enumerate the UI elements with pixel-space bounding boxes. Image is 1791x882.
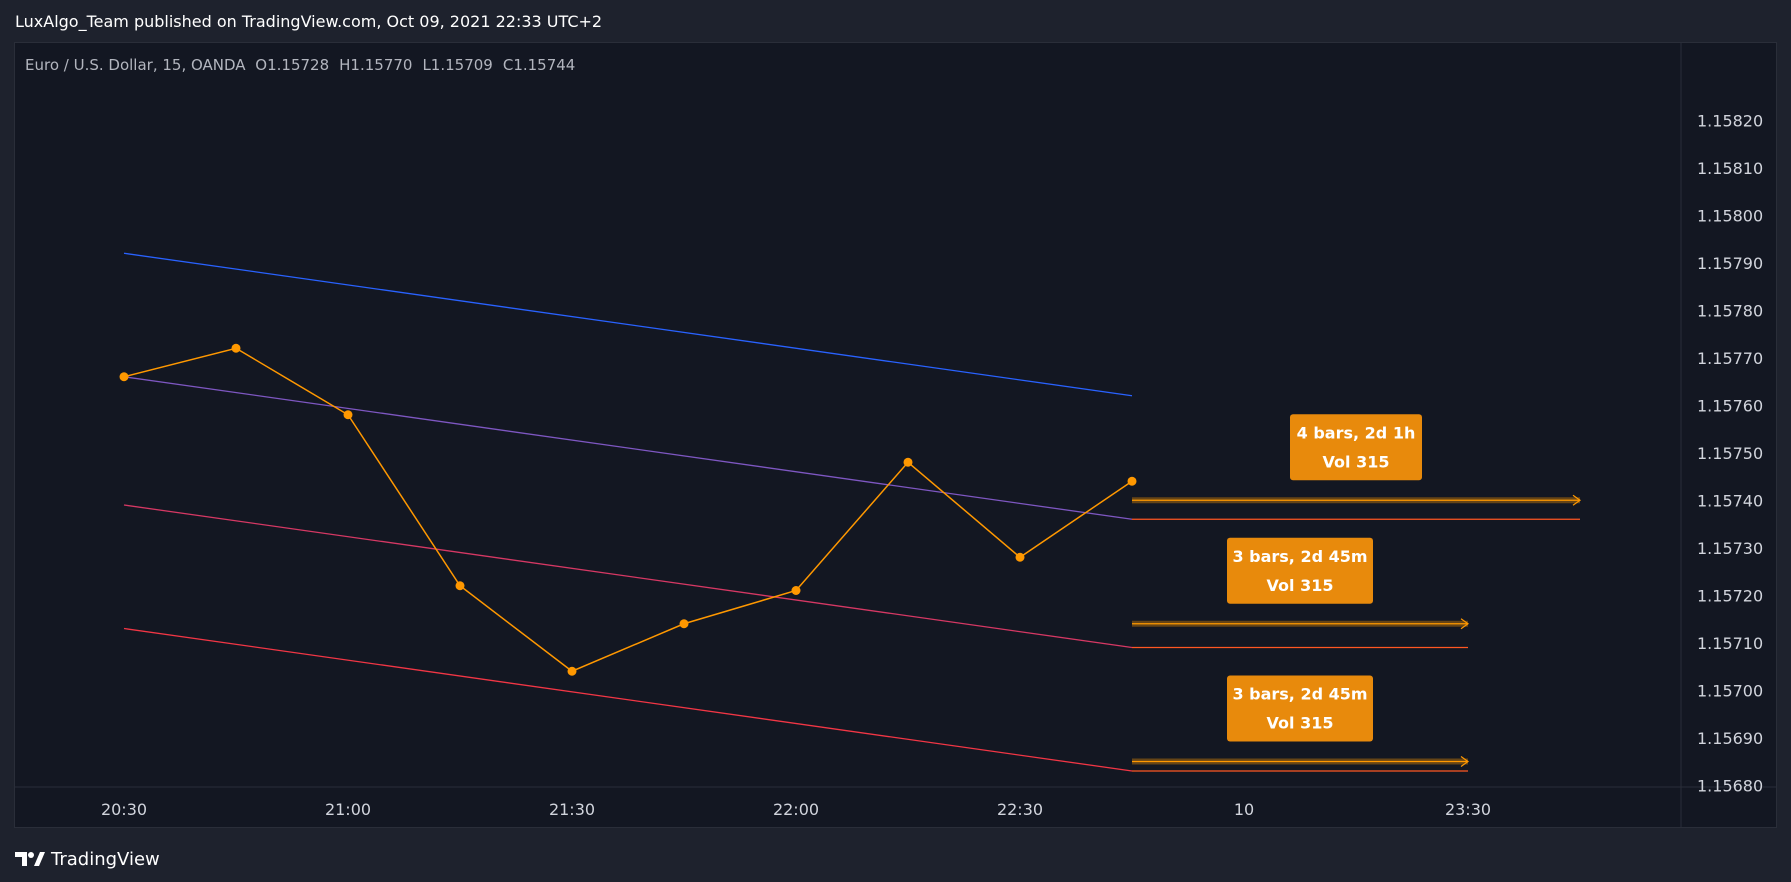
y-tick-label: 1.15680	[1697, 776, 1763, 795]
x-tick-label: 21:00	[325, 800, 371, 819]
y-tick-label: 1.15790	[1697, 254, 1763, 273]
price-point[interactable]	[343, 410, 353, 420]
brand-name: TradingView	[51, 848, 160, 870]
legend-open: O1.15728	[255, 56, 329, 74]
x-tick-label: 23:30	[1445, 800, 1491, 819]
top-bar: LuxAlgo_Team published on TradingView.co…	[0, 0, 1791, 42]
y-tick-label: 1.15820	[1697, 111, 1763, 130]
price-line	[123, 347, 1133, 673]
price-point[interactable]	[679, 619, 689, 629]
chart-canvas[interactable]: Euro / U.S. Dollar, 15, OANDA O1.15728 H1.…	[15, 43, 1776, 827]
projection-label-bars: 4 bars, 2d 1h	[1297, 423, 1416, 442]
trend-bottom-line	[123, 627, 1133, 772]
published-info: LuxAlgo_Team published on TradingView.co…	[15, 11, 603, 31]
y-tick-label: 1.15750	[1697, 444, 1763, 463]
tradingview-logo-icon	[15, 852, 45, 866]
x-tick-label: 20:30	[101, 800, 147, 819]
projection-label-box	[1227, 537, 1373, 604]
x-tick-label: 10	[1234, 800, 1254, 819]
projection-label-box	[1227, 675, 1373, 742]
trend-lower-line	[123, 504, 1133, 649]
y-tick-label: 1.15720	[1697, 586, 1763, 605]
projection-arrow-head	[1460, 618, 1470, 630]
y-tick-label: 1.15730	[1697, 539, 1763, 558]
y-tick-label: 1.15810	[1697, 159, 1763, 178]
y-tick-label: 1.15700	[1697, 681, 1763, 700]
projection-label-bars: 3 bars, 2d 45m	[1232, 685, 1367, 704]
bottom-bar: TradingView	[0, 836, 1791, 882]
legend-symbol: Euro / U.S. Dollar, 15, OANDA	[25, 56, 246, 74]
price-point[interactable]	[903, 457, 913, 467]
price-point[interactable]	[791, 586, 801, 595]
price-point[interactable]	[231, 343, 241, 353]
price-point[interactable]	[1127, 476, 1137, 486]
x-tick-label: 22:30	[997, 800, 1043, 819]
chart-frame[interactable]: Euro / U.S. Dollar, 15, OANDA O1.15728 H1.…	[14, 42, 1777, 828]
y-tick-label: 1.15800	[1697, 206, 1763, 225]
trend-upper-line	[123, 252, 1133, 397]
trend-mid-line	[123, 376, 1133, 520]
projection-arrow-head	[1572, 494, 1582, 506]
projection-label-box	[1290, 414, 1422, 481]
tradingview-logo[interactable]: TradingView	[15, 849, 160, 870]
price-point[interactable]	[119, 372, 129, 382]
projection-label-volume: Vol 315	[1267, 576, 1334, 595]
y-tick-label: 1.15770	[1697, 349, 1763, 368]
legend-low: L1.15709	[422, 56, 492, 74]
legend-close: C1.15744	[503, 56, 576, 74]
y-tick-label: 1.15760	[1697, 396, 1763, 415]
x-tick-label: 21:30	[549, 800, 595, 819]
price-point[interactable]	[455, 581, 465, 591]
projection-label-volume: Vol 315	[1323, 452, 1390, 471]
symbol-legend: Euro / U.S. Dollar, 15, OANDA O1.15728 H1.…	[25, 56, 575, 74]
price-point[interactable]	[567, 666, 577, 676]
y-tick-label: 1.15740	[1697, 491, 1763, 510]
y-tick-label: 1.15780	[1697, 301, 1763, 320]
price-point[interactable]	[1015, 552, 1025, 562]
projection-arrow-head	[1460, 756, 1470, 767]
legend-high: H1.15770	[339, 56, 412, 74]
y-tick-label: 1.15690	[1697, 729, 1763, 748]
projection-label-bars: 3 bars, 2d 45m	[1232, 547, 1367, 566]
projection-label-volume: Vol 315	[1267, 714, 1334, 733]
y-tick-label: 1.15710	[1697, 634, 1763, 653]
x-tick-label: 22:00	[773, 800, 819, 819]
